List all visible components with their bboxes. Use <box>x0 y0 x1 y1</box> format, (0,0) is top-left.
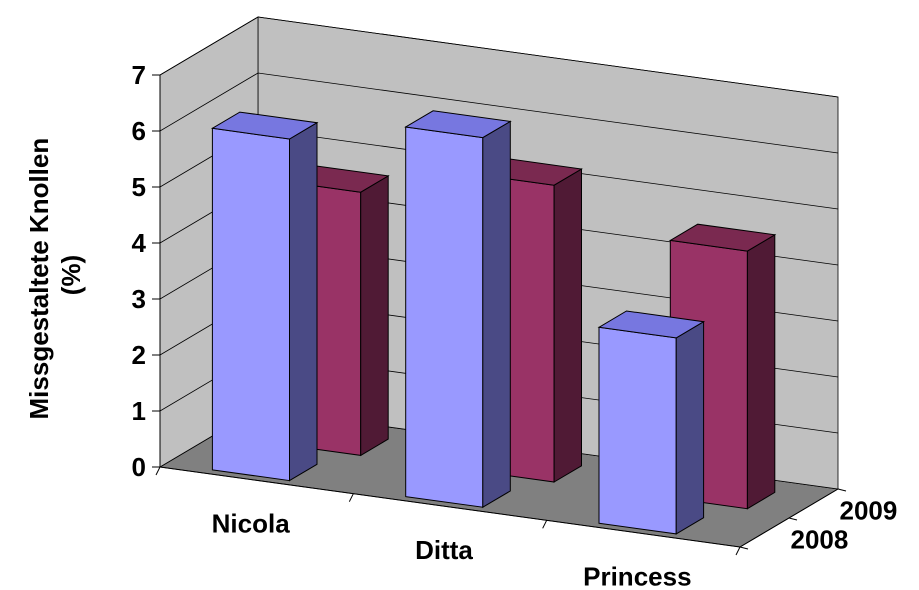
bar-side <box>360 175 389 457</box>
series-label: 2008 <box>791 525 849 555</box>
bar-front <box>405 126 484 508</box>
y-tick-label: 3 <box>132 284 146 314</box>
depth-tick <box>739 546 749 550</box>
gridline <box>159 16 839 98</box>
bar-front <box>211 127 290 482</box>
axes <box>152 74 847 556</box>
depth-tick <box>837 488 847 492</box>
gridline <box>159 72 839 154</box>
bar <box>597 310 706 535</box>
bar-front <box>598 326 677 535</box>
y-tick-label: 4 <box>132 228 147 258</box>
y-tick-label: 0 <box>132 452 146 482</box>
y-tick-label: 7 <box>132 60 146 90</box>
bar-side <box>553 168 582 483</box>
bar-top <box>597 310 706 339</box>
x-tick <box>735 546 741 556</box>
series-label: 2009 <box>840 496 898 526</box>
bar-side <box>482 120 511 509</box>
x-tick <box>348 493 354 502</box>
bars <box>210 110 777 535</box>
x-tick <box>155 466 161 476</box>
y-axis-title: Missgestaltete Knollen (%) <box>24 131 86 420</box>
x-tick <box>542 520 548 529</box>
y-tick-label: 2 <box>132 340 146 370</box>
x-axis-line <box>159 466 741 548</box>
y-tick-label: 5 <box>132 172 146 202</box>
y-axis-title-line-2: (%) <box>56 255 86 295</box>
category-label: Nicola <box>212 508 291 538</box>
bar-side <box>675 320 705 535</box>
bar <box>404 110 512 509</box>
bar <box>210 111 319 482</box>
y-axis-title-line-1: Missgestaltete Knollen <box>24 138 54 420</box>
bar-side <box>289 121 318 482</box>
bar-top <box>404 110 512 139</box>
bar-top <box>668 223 777 252</box>
y-tick-label: 1 <box>132 396 146 426</box>
y-tick-label: 6 <box>132 116 146 146</box>
bar-top <box>210 111 319 140</box>
depth-tick <box>788 517 798 521</box>
bar-side <box>746 233 776 510</box>
category-label: Ditta <box>415 535 473 565</box>
category-label: Princess <box>583 562 691 590</box>
